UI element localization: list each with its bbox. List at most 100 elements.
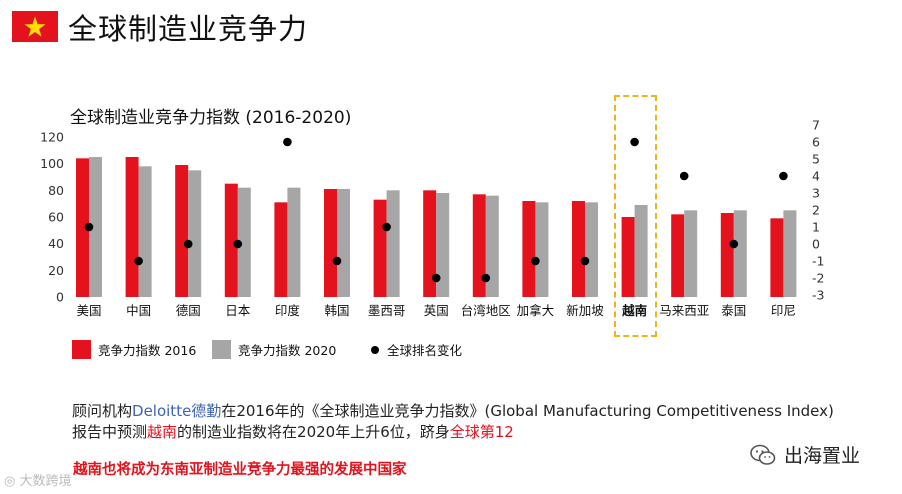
x-category-label: 德国 — [176, 303, 201, 318]
bar-2020 — [634, 205, 648, 297]
y-right-tick-label: 5 — [812, 152, 820, 167]
y-left-tick-label: 80 — [48, 183, 64, 198]
bar-2016 — [621, 217, 635, 297]
rank-change-dot — [630, 137, 639, 147]
bar-2020 — [237, 187, 251, 297]
rank-change-dot — [531, 256, 540, 266]
y-right-tick-label: 6 — [812, 135, 820, 150]
rank-highlight-text: 全球第12 — [449, 423, 514, 441]
description-paragraph: 顾问机构Deloitte德勤在2016年的《全球制造业竞争力指数》(Global… — [72, 401, 834, 443]
legend-label-2020: 竞争力指数 2020 — [238, 343, 337, 358]
rank-change-dot — [283, 137, 292, 147]
bar-2020 — [733, 210, 747, 297]
star-icon — [24, 16, 46, 37]
bar-2016 — [522, 201, 536, 297]
vietnam-highlight-text: 越南 — [147, 423, 178, 441]
bar-2016 — [274, 202, 288, 297]
bar-2020 — [138, 166, 152, 297]
legend-item-2016: 竞争力指数 2016 — [72, 340, 196, 359]
x-category-label: 中国 — [126, 303, 151, 318]
bar-2016 — [224, 183, 238, 297]
legend-label-2016: 竞争力指数 2016 — [98, 343, 197, 358]
legend-swatch-2016 — [72, 340, 91, 359]
bar-2016 — [572, 201, 585, 297]
bar-2016 — [76, 158, 89, 297]
bar-2020 — [188, 170, 202, 297]
bar-2016 — [125, 157, 139, 297]
wechat-icon — [750, 444, 776, 465]
legend-label-rank: 全球排名变化 — [387, 343, 463, 358]
y-right-tick-label: 7 — [812, 118, 820, 133]
rank-change-dot — [679, 171, 689, 181]
x-category-label: 印尼 — [771, 303, 796, 318]
text-segment: 的制造业指数将在2020年上升6位，跻身 — [177, 423, 450, 441]
y-right-tick-label: 1 — [812, 220, 820, 235]
x-category-label: 加拿大 — [517, 303, 555, 318]
rank-change-dot — [580, 256, 590, 266]
x-category-label: 台湾地区 — [461, 303, 511, 318]
bar-2020 — [783, 210, 797, 297]
rank-change-dot — [729, 239, 739, 249]
bar-2020 — [386, 190, 400, 297]
watermark-right-text: 出海置业 — [784, 445, 861, 467]
vietnam-flag — [12, 11, 58, 42]
x-category-label: 日本 — [225, 303, 251, 318]
rank-change-dot — [382, 222, 391, 232]
y-left-tick-label: 60 — [48, 210, 64, 225]
bar-2020 — [585, 202, 598, 297]
page-title: 全球制造业竞争力 — [68, 12, 309, 46]
conclusion-text: 越南也将成为东南亚制造业竞争力最强的发展中国家 — [73, 462, 407, 478]
bar-chart: 0 20 40 60 80 100 120 -3 -2 -1 0 1 2 3 4 5 6 7 美国 中国 德国 日本 印度 韩… — [40, 118, 824, 319]
y-left-tick-label: 120 — [40, 130, 64, 145]
y-left-tick-label: 20 — [48, 263, 64, 278]
bar-2016 — [423, 190, 437, 297]
y-left-tick-label: 40 — [48, 236, 64, 251]
bar-2016 — [324, 189, 337, 297]
watermark-left-icon: ◎ — [4, 474, 20, 489]
text-segment: 顾问机构 — [72, 402, 133, 420]
rank-change-dot — [134, 256, 143, 266]
x-category-label: 墨西哥 — [368, 303, 406, 318]
legend-dot-rank — [371, 345, 379, 354]
y-right-tick-label: 4 — [812, 169, 820, 184]
y-right-tick-label: -1 — [812, 254, 824, 269]
bar-2020 — [287, 187, 301, 297]
bar-2016 — [175, 165, 189, 297]
bar-2016 — [770, 218, 784, 297]
y-right-tick-label: 0 — [812, 237, 820, 252]
watermark-left: ◎ 大数跨境 — [4, 470, 72, 489]
rank-change-dot — [431, 273, 441, 283]
x-category-label: 英国 — [424, 303, 449, 318]
x-category-label: 马来西亚 — [659, 303, 709, 318]
x-category-label: 泰国 — [721, 303, 746, 318]
rank-change-dot — [332, 256, 342, 266]
deloitte-name: Deloitte德勤 — [132, 402, 222, 420]
bar-2016 — [720, 213, 734, 297]
chart-title: 全球制造业竞争力指数 (2016-2020) — [70, 108, 352, 128]
bar-2020 — [89, 157, 102, 297]
text-segment: 在2016年的《全球制造业竞争力指数》(Global Manufacturing… — [221, 402, 834, 420]
y-right-tick-label: -3 — [812, 288, 824, 303]
bar-2020 — [485, 195, 499, 297]
y-left-tick-label: 100 — [40, 156, 64, 171]
x-category-label: 越南 — [621, 303, 648, 318]
watermark-right: 出海置业 — [750, 441, 860, 468]
description-line-1: 顾问机构Deloitte德勤在2016年的《全球制造业竞争力指数》(Global… — [72, 401, 834, 422]
rank-change-dot — [233, 239, 243, 249]
legend-item-rank: 全球排名变化 — [371, 340, 462, 359]
bar-2020 — [337, 189, 350, 297]
x-category-label: 印度 — [275, 303, 301, 318]
bar-2016 — [472, 194, 486, 297]
x-category-label: 新加坡 — [566, 303, 604, 318]
text-segment: 报告中预测 — [72, 423, 148, 441]
description-line-2: 报告中预测越南的制造业指数将在2020年上升6位，跻身全球第12 — [72, 422, 834, 443]
rank-change-dot — [183, 239, 193, 249]
bar-2016 — [373, 199, 387, 297]
bar-2020 — [535, 202, 549, 297]
watermark-left-text: 大数跨境 — [19, 474, 72, 489]
rank-change-dot — [481, 273, 491, 283]
y-right-tick-label: -2 — [812, 271, 824, 286]
y-left-tick-label: 0 — [56, 290, 64, 305]
legend-item-2020: 竞争力指数 2020 — [212, 340, 336, 359]
legend-swatch-2020 — [212, 340, 231, 359]
